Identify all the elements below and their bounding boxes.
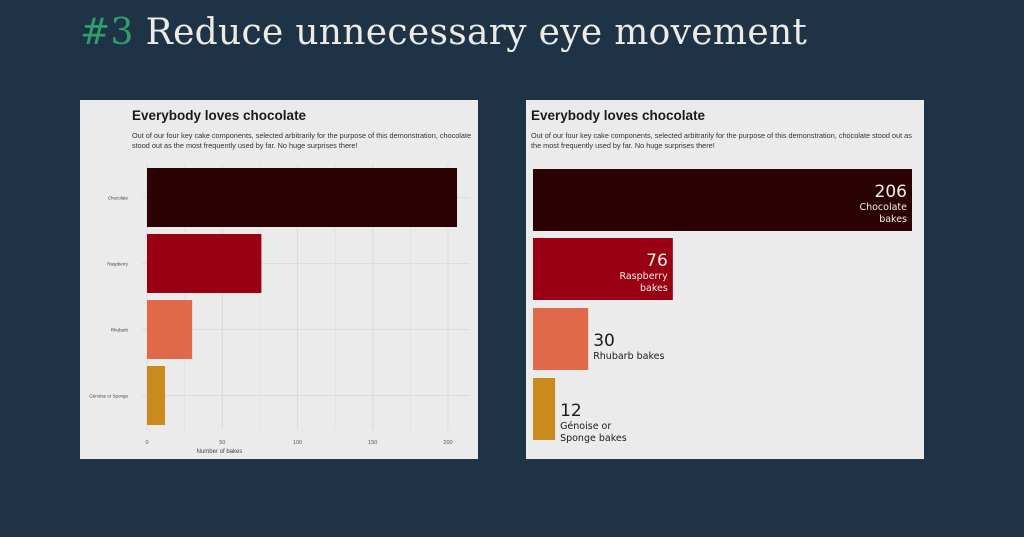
bar-raspberry: [533, 238, 673, 300]
slide-heading: Reduce unnecessary eye movement: [145, 12, 808, 53]
x-tick-label: 200: [443, 440, 452, 446]
data-label-text: Sponge bakes: [560, 433, 627, 444]
x-tick-label: 150: [368, 440, 377, 446]
x-axis-label: Number of bakes: [197, 449, 243, 455]
data-label-value: 206: [875, 182, 907, 202]
category-label: Chocolate: [108, 196, 129, 201]
slide-title: #3 Reduce unnecessary eye movement: [80, 12, 807, 53]
chart-subtitle: Out of our four key cake components, sel…: [132, 131, 472, 150]
x-tick-label: 100: [293, 440, 302, 446]
data-label-value: 12: [560, 401, 582, 421]
data-label-text: Rhubarb bakes: [593, 351, 664, 362]
data-label-text: bakes: [879, 214, 907, 225]
bar-génoise: [533, 378, 556, 440]
bar-raspberry: [147, 234, 262, 293]
x-tick-label: 50: [219, 440, 225, 446]
data-label-text: Raspberry: [619, 271, 668, 282]
slide-number: #3: [80, 12, 134, 53]
chart-title: Everybody loves chocolate: [531, 108, 706, 123]
bar-chart-labelled: 206Chocolatebakes76Raspberrybakes30Rhuba…: [533, 169, 912, 444]
data-label-text: bakes: [640, 283, 668, 294]
bar-chocolate: [147, 168, 458, 227]
bar-chocolate: [533, 169, 912, 231]
category-label: Génoise or Sponge: [89, 394, 128, 399]
chart-title: Everybody loves chocolate: [132, 108, 307, 123]
bar-rhubarb: [533, 308, 589, 370]
chart-panel-labelled: Everybody loves chocolate Out of our fou…: [526, 100, 924, 459]
bar-chart-standard: Chocolate Raspberry Rhubarb Génoise or Spon…: [89, 164, 470, 455]
chart-subtitle: Out of our four key cake components, sel…: [531, 131, 912, 150]
bar-rhubarb: [147, 300, 193, 359]
category-label: Raspberry: [107, 262, 129, 267]
data-label-value: 76: [646, 251, 668, 271]
category-label: Rhubarb: [111, 328, 129, 333]
bar-génoise: [147, 366, 166, 425]
x-tick-label: 0: [145, 440, 148, 446]
data-label-text: Génoise or: [560, 421, 611, 432]
chart-panel-standard: Everybody loves chocolate Out of our fou…: [80, 100, 478, 459]
data-label-value: 30: [593, 331, 615, 351]
data-label-text: Chocolate: [859, 202, 907, 213]
